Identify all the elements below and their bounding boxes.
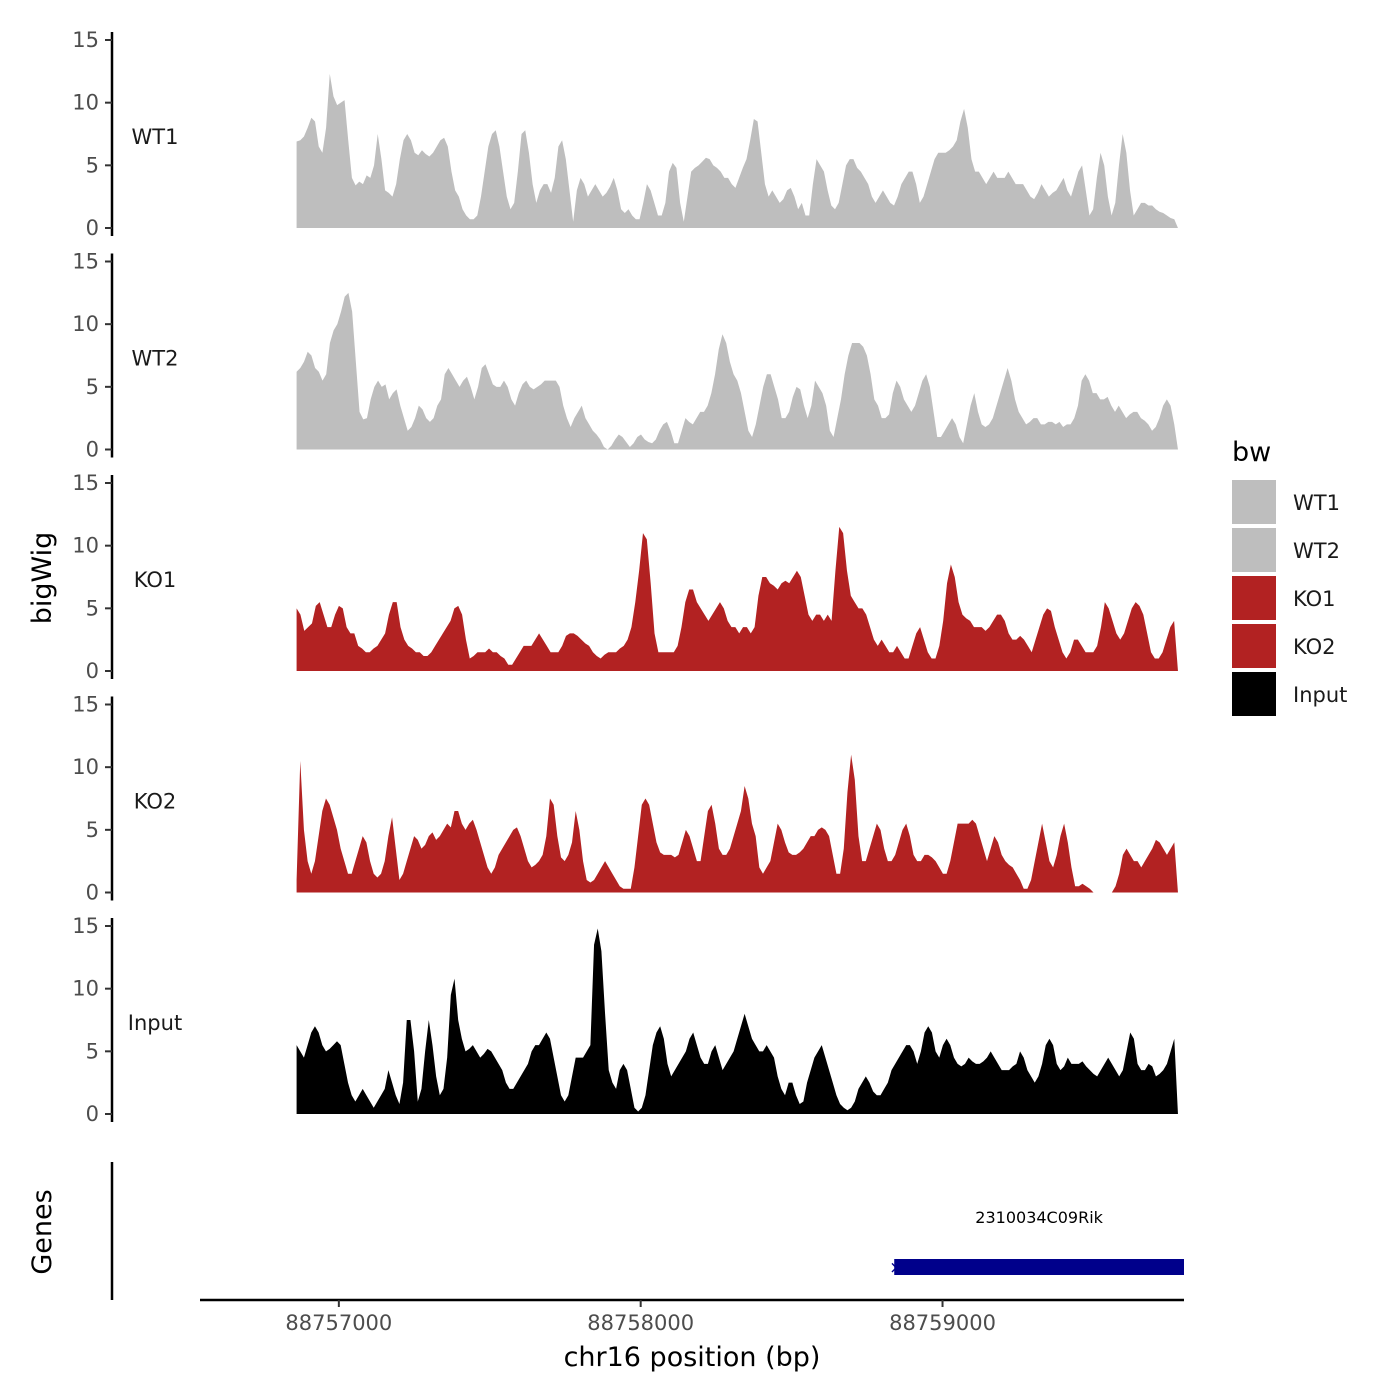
legend-swatch [1232,480,1276,524]
y-tick-label: 15 [72,693,99,717]
y-tick-label: 0 [86,1102,99,1126]
track-wt1: 0 5 10 15 WT1 [72,28,1178,240]
y-tick-label: 10 [72,755,99,779]
strand-arrow-icon: × [889,1258,903,1278]
y-tick-label: 0 [86,881,99,905]
legend-swatch [1232,576,1276,620]
y-tick-label: 10 [72,977,99,1001]
y-tick-label: 0 [86,216,99,240]
legend-label: WT2 [1293,539,1340,563]
x-axis: 88757000 88758000 88759000 chr16 position … [200,1298,1184,1373]
legend-title: bw [1232,437,1271,468]
legend-label: Input [1293,683,1347,707]
y-tick-label: 5 [86,596,99,620]
gene-body [894,1259,1184,1275]
legend-item-input: Input [1232,672,1347,716]
x-axis-title: chr16 position (bp) [564,1342,821,1373]
y-tick-label: 10 [72,534,99,558]
y-tick-label: 10 [72,312,99,336]
y-axis-title: bigWig [27,532,58,625]
legend: bw WT1 WT2 KO1 KO2 Input [1232,437,1347,716]
x-tick-label: 88759000 [889,1311,996,1335]
y-tick-label: 5 [86,818,99,842]
track-ko1: 0 5 10 15 KO1 [72,471,1178,683]
genes-axis-title: Genes [27,1189,58,1274]
y-tick-label: 0 [86,659,99,683]
legend-item-wt2: WT2 [1232,528,1340,572]
gene-2310034c09rik: × 2310034C09Rik [889,1208,1184,1278]
area-wt1 [296,73,1178,228]
gene-label: 2310034C09Rik [975,1208,1103,1227]
track-label: WT2 [132,347,179,371]
signal-tracks: 0 5 10 15 WT1 0 5 10 15 WT2 0 5 10 15 KO1 0 5 10 15 KO2 0 5 10… [72,28,1178,1126]
y-tick-label: 15 [72,28,99,52]
legend-swatch [1232,528,1276,572]
legend-item-ko1: KO1 [1232,576,1336,620]
y-tick-label: 15 [72,914,99,938]
legend-swatch [1232,624,1276,668]
area-wt2 [296,292,1178,450]
area-ko2 [296,754,1178,893]
area-input [296,928,1178,1114]
x-tick-label: 88757000 [285,1311,392,1335]
legend-swatch [1232,672,1276,716]
y-tick-label: 15 [72,250,99,274]
x-tick-label: 88758000 [587,1311,694,1335]
y-tick-label: 15 [72,471,99,495]
area-ko1 [296,526,1178,671]
track-label: KO2 [134,790,177,814]
y-tick-label: 5 [86,375,99,399]
legend-label: KO1 [1293,587,1336,611]
legend-item-wt1: WT1 [1232,480,1340,524]
y-tick-label: 5 [86,153,99,177]
track-label: KO1 [134,568,177,592]
y-tick-label: 10 [72,91,99,115]
legend-item-ko2: KO2 [1232,624,1336,668]
legend-label: KO2 [1293,635,1336,659]
genes-panel: Genes × 2310034C09Rik [27,1162,1184,1300]
track-ko2: 0 5 10 15 KO2 [72,693,1178,905]
track-input: 0 5 10 15 Input [72,914,1178,1126]
track-wt2: 0 5 10 15 WT2 [72,250,1178,462]
track-label: Input [128,1011,182,1035]
y-tick-label: 5 [86,1039,99,1063]
track-label: WT1 [132,125,179,149]
y-tick-label: 0 [86,438,99,462]
legend-label: WT1 [1293,491,1340,515]
